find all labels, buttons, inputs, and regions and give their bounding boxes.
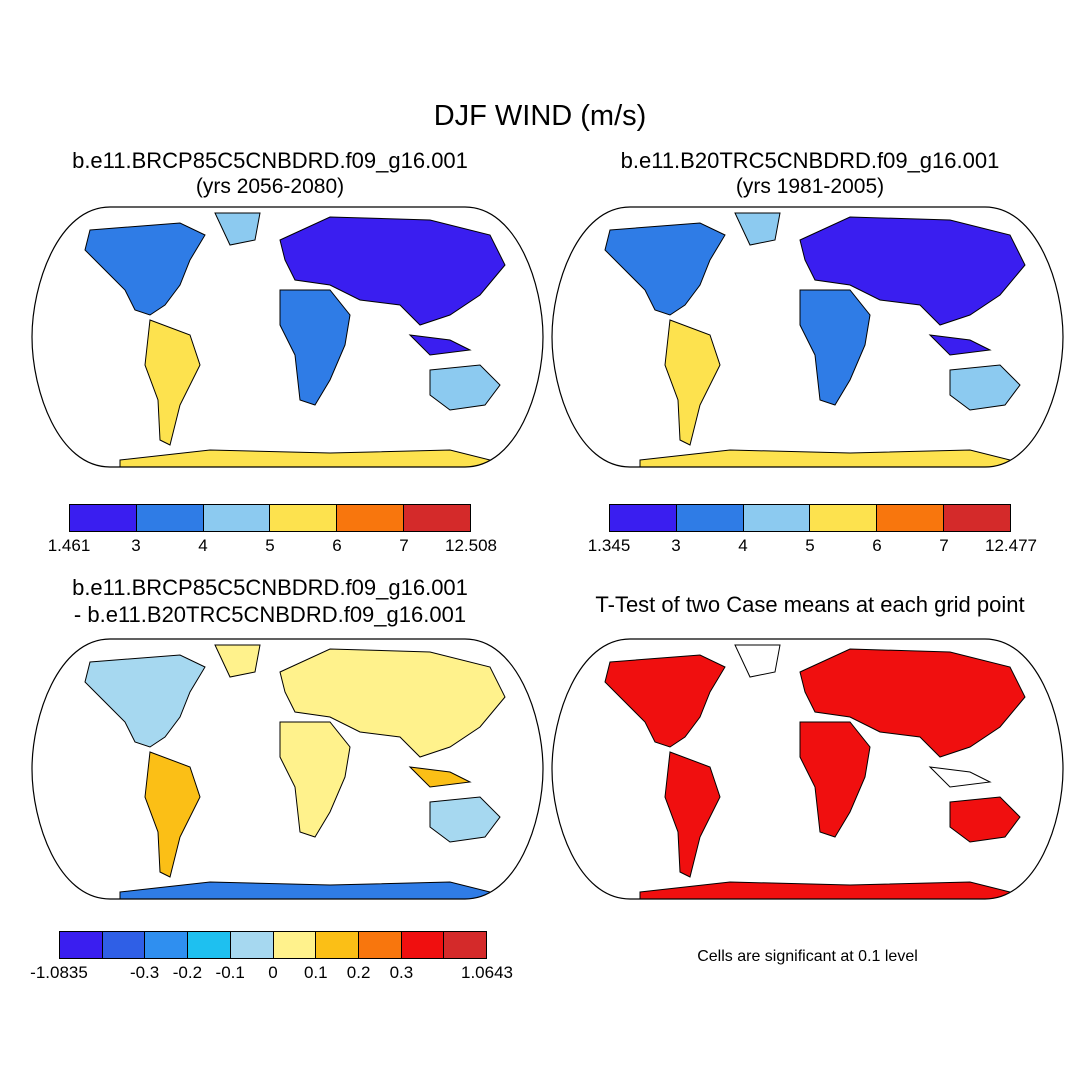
colorbar-tick-label: -0.3 bbox=[129, 963, 160, 982]
panel3-subtitle: - b.e11.B20TRC5CNBDRD.f09_g16.001 bbox=[73, 602, 467, 627]
colorbar-swatch bbox=[60, 932, 103, 958]
landmass-indonesia bbox=[928, 766, 992, 788]
map-panel-2 bbox=[551, 206, 1064, 468]
colorbar-swatch bbox=[944, 505, 1010, 531]
landmass-africa bbox=[799, 721, 871, 838]
landmass-greenland bbox=[734, 212, 781, 246]
colorbar-tick-label: 7 bbox=[939, 536, 949, 555]
colorbar-swatch bbox=[444, 932, 487, 958]
colorbar-swatch bbox=[404, 505, 470, 531]
colorbar-tick-label: -1.0835 bbox=[30, 963, 88, 982]
landmass-antarctica bbox=[639, 881, 1011, 899]
panel1-title: b.e11.BRCP85C5CNBDRD.f09_g16.001 bbox=[72, 148, 468, 173]
landmass-eurasia bbox=[799, 648, 1026, 758]
landmass-australia bbox=[949, 796, 1021, 843]
significance-note: Cells are significant at 0.1 level bbox=[697, 948, 918, 965]
colorbar-tick-label: 1.345 bbox=[587, 536, 631, 555]
colorbar-swatch bbox=[188, 932, 231, 958]
colorbar-tick-label: 1.0643 bbox=[461, 963, 513, 982]
landmass-north-america bbox=[84, 654, 206, 748]
colorbar-swatch bbox=[230, 932, 274, 958]
panel3-title: b.e11.BRCP85C5CNBDRD.f09_g16.001 bbox=[72, 575, 468, 600]
colorbar-swatch bbox=[337, 505, 405, 531]
colorbar-swatch bbox=[610, 505, 677, 531]
map-panel-1 bbox=[31, 206, 544, 468]
colorbar-swatch bbox=[203, 505, 271, 531]
landmass-south-america bbox=[664, 751, 721, 878]
panel2-subtitle: (yrs 1981-2005) bbox=[735, 175, 885, 198]
colorbar-swatch bbox=[743, 505, 811, 531]
landmass-greenland bbox=[734, 644, 781, 678]
colorbar-swatch bbox=[70, 505, 137, 531]
landmass-eurasia bbox=[799, 216, 1026, 326]
colorbar-swatch bbox=[145, 932, 189, 958]
landmass-indonesia bbox=[408, 766, 472, 788]
colorbar-tick-label: 7 bbox=[399, 536, 409, 555]
colorbar-tick-label: 4 bbox=[738, 536, 748, 555]
colorbar-swatch bbox=[270, 505, 338, 531]
landmass-indonesia bbox=[408, 334, 472, 356]
colorbar-tick-label: 0.1 bbox=[303, 963, 328, 982]
colorbar-tick-label: -0.2 bbox=[172, 963, 203, 982]
panel1-subtitle: (yrs 2056-2080) bbox=[195, 175, 345, 198]
colorbar-tick-label: 5 bbox=[805, 536, 815, 555]
colorbar-swatch bbox=[136, 505, 204, 531]
landmass-australia bbox=[429, 796, 501, 843]
colorbar-swatch bbox=[401, 932, 445, 958]
landmass-australia bbox=[429, 364, 501, 411]
map-panel-3 bbox=[31, 638, 544, 900]
colorbar-tick-label: 1.461 bbox=[47, 536, 91, 555]
colorbar-tick-label: 3 bbox=[671, 536, 681, 555]
landmass-eurasia bbox=[279, 648, 506, 758]
colorbar-swatch bbox=[358, 932, 402, 958]
colorbar-tick-label: 0.2 bbox=[346, 963, 371, 982]
colorbar-tick-label: 12.477 bbox=[985, 536, 1037, 555]
colorbar-tick-label: 0 bbox=[268, 963, 278, 982]
colorbar-swatch bbox=[273, 932, 317, 958]
landmass-eurasia bbox=[279, 216, 506, 326]
landmass-indonesia bbox=[928, 334, 992, 356]
colorbar-tick-label: 5 bbox=[265, 536, 275, 555]
colorbar-tick-label: 6 bbox=[872, 536, 882, 555]
landmass-africa bbox=[279, 289, 351, 406]
colorbar-tick-label: 0.3 bbox=[389, 963, 414, 982]
landmass-south-america bbox=[144, 751, 201, 878]
colorbar-swatch bbox=[810, 505, 878, 531]
panel2-title: b.e11.B20TRC5CNBDRD.f09_g16.001 bbox=[620, 148, 1000, 173]
colorbar-swatch bbox=[877, 505, 945, 531]
landmass-greenland bbox=[214, 644, 261, 678]
figure-title: DJF WIND (m/s) bbox=[433, 100, 647, 132]
colorbar-panel-2 bbox=[609, 504, 1011, 532]
colorbar-swatch bbox=[102, 932, 146, 958]
colorbar-swatch bbox=[676, 505, 744, 531]
landmass-south-america bbox=[144, 319, 201, 446]
landmass-africa bbox=[279, 721, 351, 838]
landmass-north-america bbox=[604, 222, 726, 316]
colorbar-tick-label: -0.1 bbox=[215, 963, 245, 982]
landmass-north-america bbox=[84, 222, 206, 316]
landmass-greenland bbox=[214, 212, 261, 246]
map-panel-4 bbox=[551, 638, 1064, 900]
landmass-antarctica bbox=[119, 881, 491, 899]
colorbar-panel-3 bbox=[59, 931, 487, 959]
landmass-north-america bbox=[604, 654, 726, 748]
landmass-australia bbox=[949, 364, 1021, 411]
landmass-africa bbox=[799, 289, 871, 406]
colorbar-tick-label: 12.508 bbox=[445, 536, 497, 555]
landmass-south-america bbox=[664, 319, 721, 446]
colorbar-swatch bbox=[316, 932, 359, 958]
colorbar-tick-label: 6 bbox=[332, 536, 342, 555]
landmass-antarctica bbox=[119, 449, 491, 467]
colorbar-panel-1 bbox=[69, 504, 471, 532]
colorbar-tick-label: 3 bbox=[131, 536, 141, 555]
landmass-antarctica bbox=[639, 449, 1011, 467]
panel4-title: T-Test of two Case means at each grid po… bbox=[595, 592, 1025, 617]
colorbar-tick-label: 4 bbox=[198, 536, 208, 555]
